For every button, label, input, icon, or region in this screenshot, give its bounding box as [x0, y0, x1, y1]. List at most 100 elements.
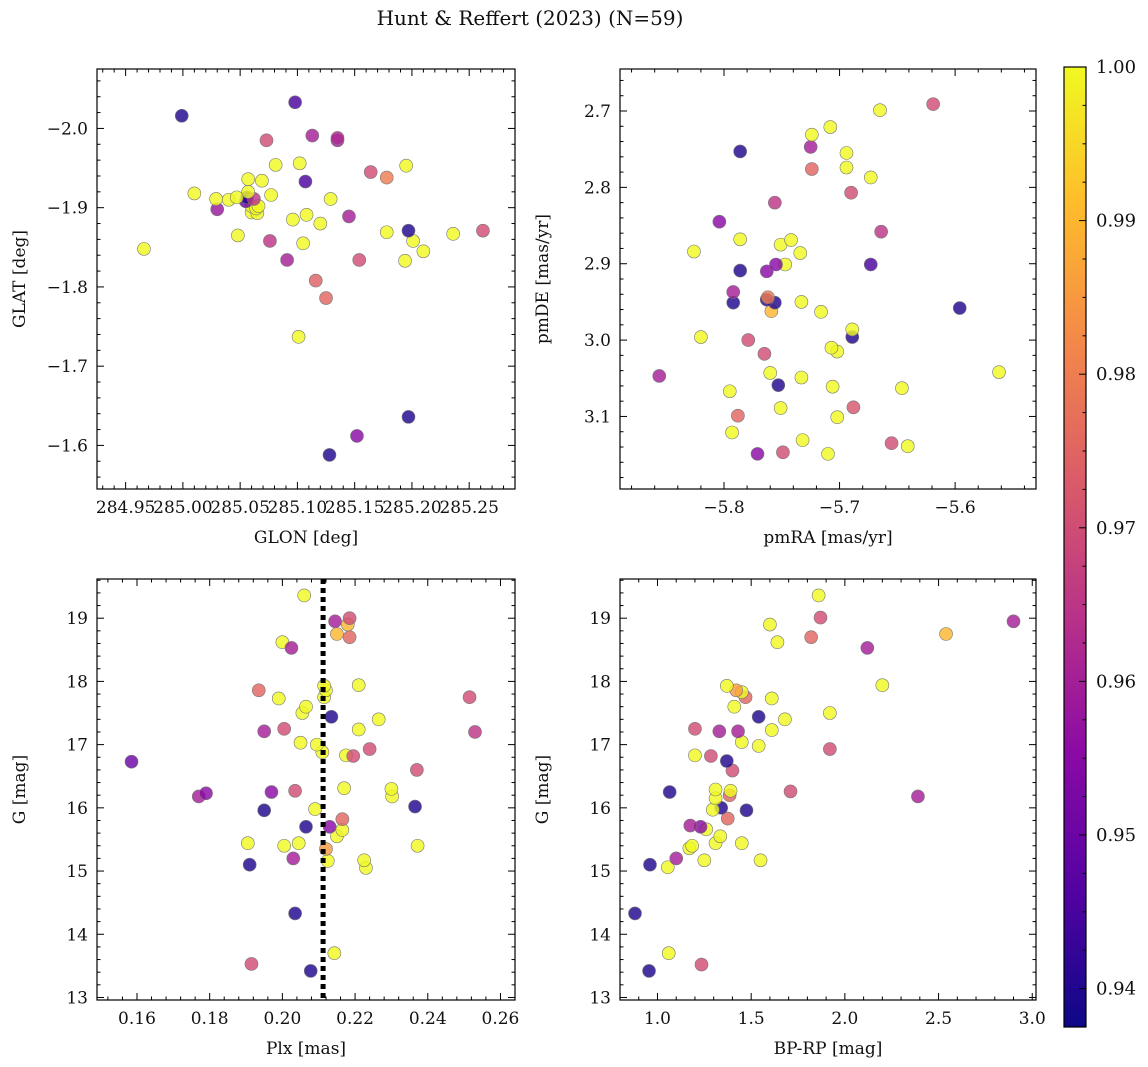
data-point [793, 246, 808, 260]
data-point [713, 829, 728, 844]
data-point [643, 857, 657, 872]
data-point [776, 445, 790, 460]
data-point [187, 186, 202, 201]
data-point [209, 192, 223, 206]
y-tick-label: 2.7 [584, 102, 611, 122]
y-tick-label: −1.9 [47, 199, 88, 219]
x-axis-label: Plx [mas] [266, 1039, 346, 1059]
x-tick-label: 285.05 [210, 498, 269, 518]
axes-frame [96, 68, 516, 490]
data-point [401, 223, 416, 238]
x-tick-label: 285.00 [153, 498, 212, 518]
data-point [416, 244, 431, 259]
data-point [720, 754, 734, 768]
data-point [399, 158, 414, 173]
data-point [683, 818, 698, 833]
data-point [313, 216, 328, 231]
data-point [293, 735, 308, 750]
data-point [805, 162, 819, 176]
data-point [342, 209, 356, 224]
data-point [363, 165, 378, 179]
data-point [911, 789, 925, 804]
data-point [268, 158, 283, 172]
data-point [900, 439, 915, 454]
x-tick-label: 0.16 [118, 1009, 156, 1029]
data-point [384, 782, 399, 796]
data-point [379, 170, 394, 185]
data-point [821, 447, 835, 461]
data-point [642, 964, 656, 978]
y-tick-label: 17 [66, 736, 88, 756]
data-point [264, 188, 278, 202]
data-point [288, 906, 302, 921]
x-tick-label: 0.26 [482, 1009, 520, 1029]
data-point [1006, 614, 1021, 629]
y-tick-label: 3.0 [584, 331, 611, 351]
y-tick-label: 19 [589, 609, 611, 629]
data-point [660, 860, 675, 875]
data-point [324, 710, 339, 724]
y-tick-label: 16 [66, 799, 88, 819]
data-point [764, 691, 779, 706]
panel-cmd: 1.0 1.5 2.0 2.5 3.0 13 14 15 16 17 18 19 BP-RP [mag]… [533, 578, 1046, 1059]
colorbar-tick-label: 0.96 [1096, 671, 1136, 692]
data-point [795, 433, 810, 447]
x-tick-label: 285.20 [382, 498, 441, 518]
data-point [241, 172, 255, 186]
data-point [926, 97, 940, 111]
x-tick-label: −5.6 [934, 498, 975, 518]
data-point [773, 401, 788, 415]
data-point [823, 120, 838, 134]
data-point [751, 739, 766, 753]
x-tick-label: 0.20 [263, 1009, 301, 1029]
data-point [733, 263, 747, 278]
data-point [352, 253, 367, 267]
data-point [860, 641, 875, 655]
data-point [697, 853, 712, 868]
y-tick-label: 13 [66, 988, 88, 1008]
data-point [351, 722, 366, 737]
data-point [342, 630, 357, 644]
data-point [124, 754, 139, 769]
data-point [357, 853, 371, 868]
data-point [303, 964, 318, 978]
data-point [297, 588, 311, 603]
data-point [761, 290, 775, 305]
data-point [379, 225, 394, 240]
data-point [174, 108, 189, 123]
data-point [299, 208, 314, 222]
y-axis-label: pmDE [mas/yr] [533, 214, 553, 344]
data-point [705, 802, 720, 817]
data-point [846, 400, 861, 415]
data-point [308, 273, 323, 288]
y-axis-label: G [mag] [533, 755, 553, 824]
data-point [371, 712, 386, 727]
colorbar-tick-label: 1.00 [1096, 57, 1136, 78]
data-point [731, 724, 745, 739]
data-point [763, 366, 778, 380]
data-point [337, 781, 351, 796]
data-point [308, 802, 322, 816]
data-point [839, 160, 854, 175]
x-tick-label: −5.7 [819, 498, 860, 518]
data-point [725, 425, 739, 440]
data-point [708, 782, 723, 797]
data-point [628, 906, 642, 921]
data-point [794, 370, 809, 385]
data-point [299, 699, 313, 714]
data-point [768, 195, 782, 210]
data-point [687, 244, 701, 259]
x-tick-label: 3.0 [1019, 1009, 1046, 1029]
data-point [292, 156, 307, 171]
axes-frame [619, 68, 1037, 490]
panel-glon_glat: 284.95285.00285.05285.10285.15285.20285.… [10, 68, 516, 548]
data-point [229, 190, 244, 205]
y-tick-label: −2.0 [47, 119, 88, 139]
scatter-series [124, 588, 482, 978]
data-point [720, 811, 735, 826]
x-tick-label: 285.10 [268, 498, 327, 518]
data-point [794, 295, 809, 309]
data-point [662, 785, 677, 799]
y-tick-label: 18 [66, 672, 88, 692]
data-point [468, 725, 482, 739]
